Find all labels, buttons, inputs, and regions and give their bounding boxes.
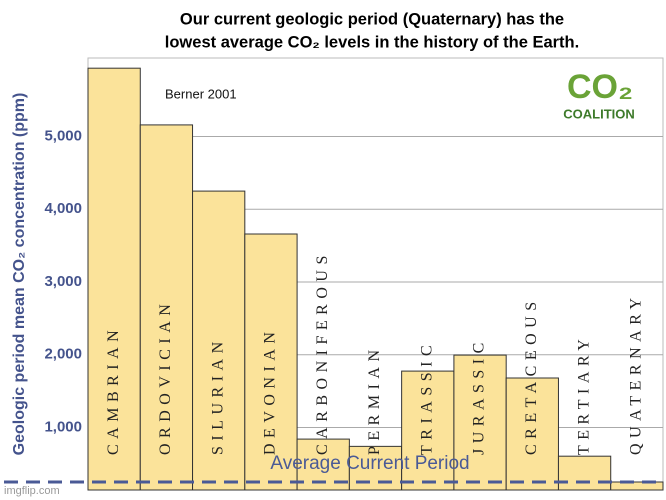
category-label: TERTIARY bbox=[575, 334, 592, 455]
category-label: QUATERNARY bbox=[628, 292, 645, 455]
category-label: JURASSIC bbox=[471, 337, 488, 455]
logo-mark: CO₂ bbox=[567, 68, 633, 106]
chart-title: Our current geologic period (Quaternary)… bbox=[180, 10, 564, 28]
bar bbox=[401, 370, 455, 491]
y-tick-label: 5,000 bbox=[44, 128, 82, 145]
y-axis-label: Geologic period mean CO₂ concentration (… bbox=[11, 93, 28, 456]
category-label: CRETACEOUS bbox=[523, 296, 540, 455]
category-label: TRIASSIC bbox=[418, 340, 435, 455]
watermark: imgflip.com bbox=[4, 485, 60, 497]
y-tick-label: 4,000 bbox=[44, 200, 82, 217]
category-label: DEVONIAN bbox=[262, 327, 279, 455]
bar bbox=[610, 481, 664, 491]
bar bbox=[244, 233, 298, 491]
category-label: CAMBRIAN bbox=[105, 325, 122, 455]
bar bbox=[505, 377, 559, 491]
logo-name: COALITION bbox=[563, 106, 635, 121]
bar bbox=[557, 455, 612, 491]
reference-label: Average Current Period bbox=[270, 453, 469, 474]
category-label: SILURIAN bbox=[209, 336, 226, 455]
category-label: CARBONIFEROUS bbox=[314, 250, 331, 455]
bar bbox=[453, 354, 507, 491]
y-tick-label: 2,000 bbox=[44, 346, 82, 363]
category-label: ORDOVICIAN bbox=[157, 299, 174, 455]
y-tick-label: 1,000 bbox=[44, 418, 82, 435]
bar bbox=[139, 124, 194, 491]
category-label: PERMIAN bbox=[366, 344, 383, 455]
bar bbox=[87, 67, 141, 491]
y-tick-label: 3,000 bbox=[44, 273, 82, 290]
source-note: Berner 2001 bbox=[165, 86, 237, 101]
chart-title: lowest average CO₂ levels in the history… bbox=[165, 33, 579, 51]
